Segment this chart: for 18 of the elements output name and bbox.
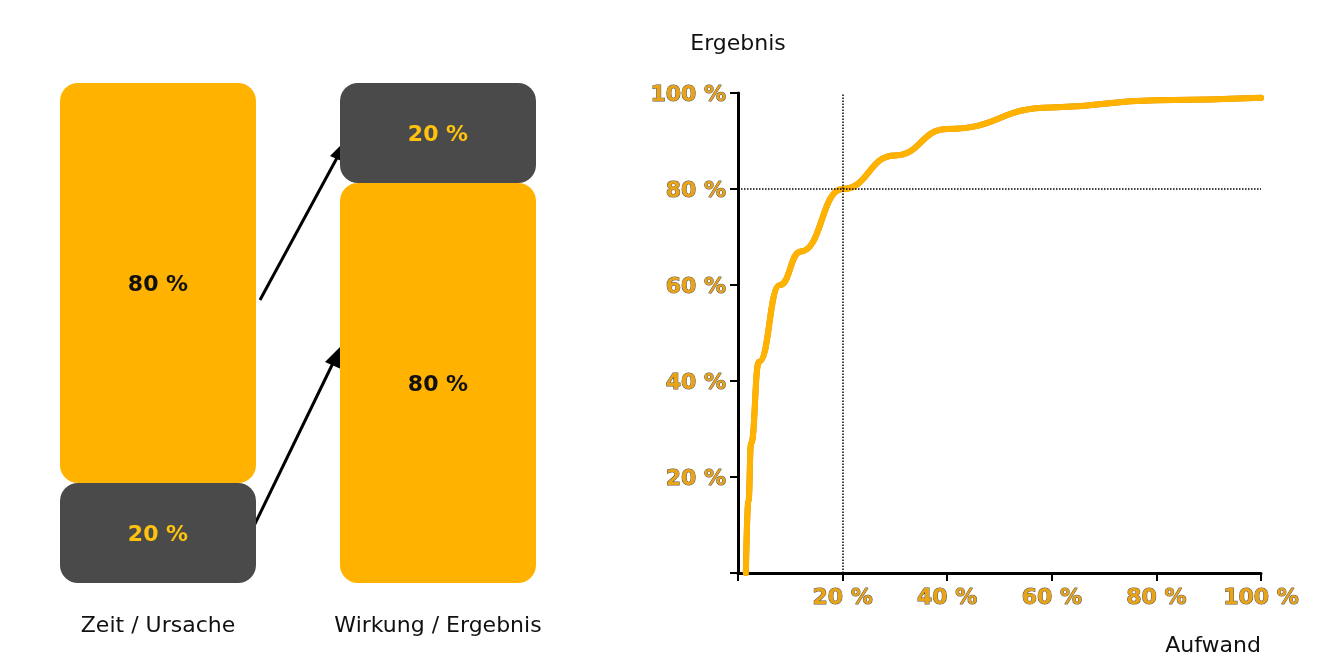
y-tick-label: 100 % [650, 80, 726, 106]
y-tick-label: 80 % [665, 176, 726, 202]
y-tick-label: 60 % [665, 272, 726, 298]
x-tick-label: Zeit / Ursache [80, 611, 236, 637]
data-label: 80 % [127, 270, 189, 296]
x-tick-label: 20 % [812, 583, 873, 609]
y-axis-title: Ergebnis [690, 29, 786, 55]
x-tick-label: 100 % [1223, 583, 1299, 609]
data-label: 20 % [407, 120, 469, 146]
data-label: 80 % [407, 370, 469, 396]
x-tick-label: 80 % [1126, 583, 1187, 609]
data-label: 20 % [127, 520, 189, 546]
x-axis-title: Aufwand [1165, 631, 1261, 657]
x-tick-label: Wirkung / Ergebnis [334, 611, 542, 637]
x-tick-label: 60 % [1021, 583, 1082, 609]
y-tick-label: 40 % [665, 368, 726, 394]
y-tick-label: 20 % [665, 464, 726, 490]
x-tick-label: 40 % [917, 583, 978, 609]
